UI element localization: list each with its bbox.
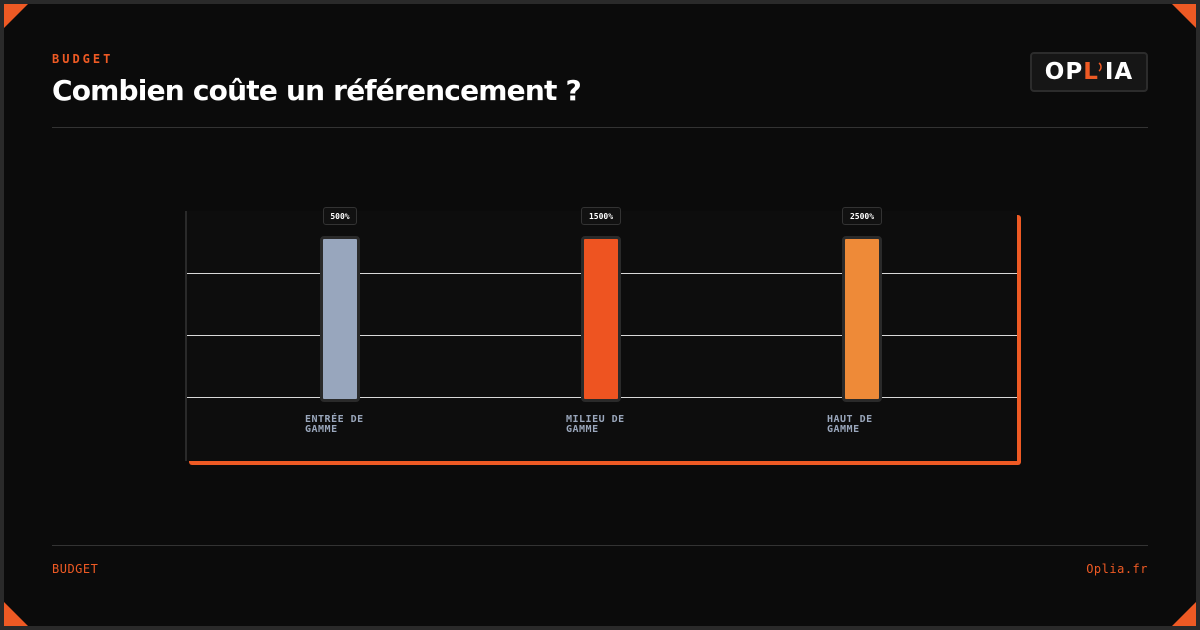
bar	[581, 236, 621, 402]
logo-text-middle: L	[1083, 59, 1099, 85]
corner-accent-top-right	[1172, 4, 1196, 28]
footer-section-label: BUDGET	[52, 562, 99, 576]
page-title: Combien coûte un référencement ?	[52, 74, 582, 107]
bar-value-label: 2500%	[842, 207, 882, 225]
oplia-logo: OP L IA	[1030, 52, 1148, 92]
bar-value-label: 500%	[323, 207, 357, 225]
category-label: MILIEU DE GAMME	[566, 414, 625, 435]
footer-site-link[interactable]: Oplia.fr	[1086, 562, 1148, 576]
signal-icon	[1098, 62, 1102, 72]
bar-value-label: 1500%	[581, 207, 621, 225]
section-eyebrow: BUDGET	[52, 52, 114, 66]
header-divider	[52, 127, 1148, 128]
category-label: ENTRÉE DE GAMME	[305, 414, 364, 435]
footer-divider	[52, 545, 1148, 546]
logo-text-right: IA	[1104, 59, 1134, 85]
corner-accent-top-left	[4, 4, 28, 28]
corner-accent-bottom-right	[1172, 602, 1196, 626]
logo-text-left: OP	[1044, 59, 1084, 85]
category-label: HAUT DE GAMME	[827, 414, 873, 435]
logo-mark: L	[1083, 59, 1105, 85]
bar	[320, 236, 360, 402]
bar	[842, 236, 882, 402]
corner-accent-bottom-left	[4, 602, 28, 626]
